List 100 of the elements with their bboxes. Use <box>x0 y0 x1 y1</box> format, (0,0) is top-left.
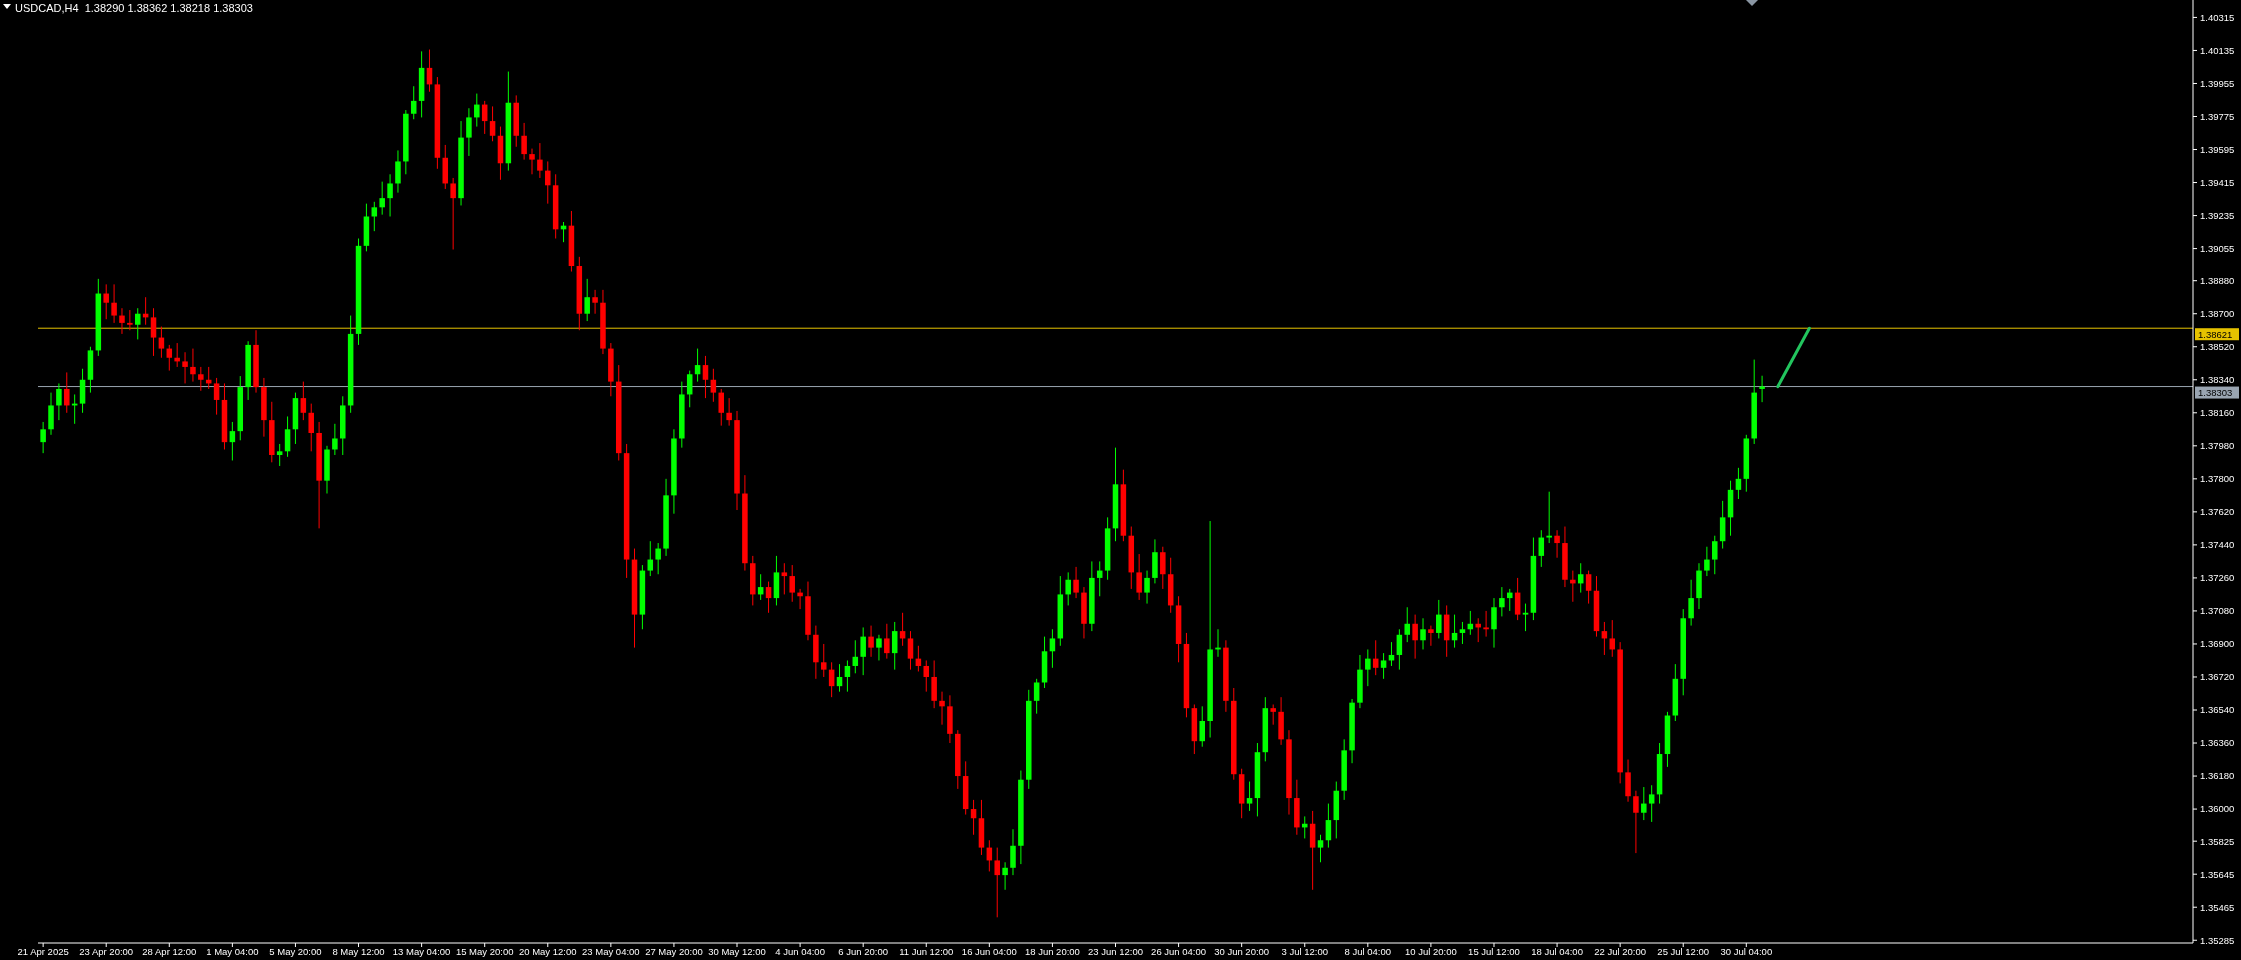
candlestick <box>276 443 283 467</box>
x-tick-label: 23 May 04:00 <box>582 946 640 957</box>
candlestick <box>1585 570 1592 605</box>
y-tick-label: 1.39955 <box>2200 77 2235 89</box>
candlestick <box>655 542 661 575</box>
chart-title: USDCAD,H4 1.38290 1.38362 1.38218 1.38303 <box>15 1 253 14</box>
candlestick <box>1365 648 1371 687</box>
y-tick-label: 1.37980 <box>2200 440 2235 452</box>
candlestick <box>868 625 874 658</box>
candlestick <box>379 181 385 216</box>
candlestick <box>300 381 307 421</box>
x-tick-label: 27 May 20:00 <box>645 946 703 957</box>
candlestick <box>797 588 803 610</box>
y-tick-label: 1.37080 <box>2200 605 2235 617</box>
candlestick <box>1522 603 1529 632</box>
candlestick <box>537 142 543 179</box>
x-tick-label: 30 May 12:00 <box>708 946 766 957</box>
candlestick <box>1546 491 1552 544</box>
y-tick-label: 1.36000 <box>2200 803 2235 815</box>
x-tick-label: 26 Jun 04:00 <box>1151 946 1207 957</box>
candlestick <box>64 371 70 414</box>
candlestick <box>1420 617 1426 650</box>
candlestick <box>726 397 732 427</box>
candlestick <box>1633 790 1639 854</box>
candlestick <box>545 160 551 205</box>
y-tick-label: 1.36180 <box>2200 770 2235 782</box>
x-tick-label: 23 Apr 20:00 <box>79 946 134 957</box>
x-tick-label: 30 Jul 04:00 <box>1720 946 1773 957</box>
candlestick <box>1625 759 1631 803</box>
y-tick-label: 1.35285 <box>2200 934 2235 946</box>
candlestick <box>931 659 937 709</box>
candlestick <box>1609 619 1616 658</box>
candlestick <box>529 148 535 175</box>
y-tick-label: 1.38160 <box>2200 407 2235 419</box>
candlestick <box>1704 546 1710 577</box>
candlestick <box>876 634 882 661</box>
x-tick-label: 4 Jun 04:00 <box>775 946 825 957</box>
y-tick-label: 1.38880 <box>2200 275 2235 287</box>
candlestick <box>1160 546 1166 590</box>
candlestick <box>718 388 724 427</box>
candlestick <box>1712 535 1718 575</box>
candlestick <box>150 307 157 357</box>
y-tick-label: 1.38520 <box>2200 341 2235 353</box>
candlestick <box>1049 628 1056 669</box>
candlestick <box>1491 597 1497 649</box>
candlestick <box>79 368 86 414</box>
candlestick <box>410 85 417 120</box>
candlestick <box>789 564 795 603</box>
x-tick-label: 15 May 20:00 <box>455 946 514 957</box>
candlestick <box>860 626 866 676</box>
candlestick <box>1719 500 1726 550</box>
candlestick <box>1404 606 1411 643</box>
candlestick <box>923 659 930 693</box>
candlestick <box>765 581 772 614</box>
candlestick <box>891 621 898 671</box>
candlestick <box>1759 375 1765 403</box>
candlestick <box>48 392 54 436</box>
candlestick <box>710 368 717 403</box>
candlestick <box>1412 614 1418 660</box>
y-tick-label: 1.37260 <box>2200 572 2235 584</box>
candlestick <box>332 423 338 456</box>
candlestick <box>119 307 125 335</box>
candlestick <box>907 630 914 671</box>
candlestick <box>198 366 204 392</box>
y-tick-label: 1.37620 <box>2200 506 2235 518</box>
y-tick-label: 1.37800 <box>2200 473 2235 485</box>
candlestick <box>474 93 480 128</box>
x-tick-label: 30 Jun 20:00 <box>1214 946 1270 957</box>
candlestick <box>1073 566 1079 599</box>
candlestick <box>1499 586 1505 617</box>
x-tick-label: 20 May 12:00 <box>518 946 577 957</box>
x-tick-label: 6 Jun 20:00 <box>838 946 888 957</box>
x-tick-label: 18 Jun 20:00 <box>1024 946 1080 957</box>
candlestick <box>521 122 527 161</box>
candlestick <box>1002 861 1008 891</box>
x-tick-label: 16 Jun 04:00 <box>961 946 1017 957</box>
candlestick <box>1301 815 1308 839</box>
y-tick-label: 1.39055 <box>2200 242 2235 254</box>
y-tick-label: 1.38700 <box>2200 308 2235 320</box>
candlestick <box>158 326 165 359</box>
y-tick-label: 1.35465 <box>2200 901 2235 913</box>
candlestick <box>1380 652 1387 680</box>
candlestick <box>1325 803 1332 849</box>
candlestick <box>884 623 890 660</box>
candlestick <box>1010 828 1016 876</box>
candlestick <box>1570 570 1576 603</box>
candlestick <box>1270 704 1276 726</box>
candlestick <box>1396 628 1403 671</box>
candlestick <box>308 403 314 452</box>
candlestick <box>134 307 141 340</box>
candlestick <box>1246 781 1253 812</box>
candlestick <box>489 105 496 142</box>
y-tick-label: 1.35825 <box>2200 835 2235 847</box>
y-tick-label: 1.40315 <box>2200 11 2235 23</box>
candlestick <box>592 289 598 315</box>
x-tick-label: 15 Jul 12:00 <box>1468 946 1520 957</box>
x-tick-label: 23 Jun 12:00 <box>1088 946 1143 957</box>
y-tick-label: 1.37440 <box>2200 539 2235 551</box>
candlestick <box>387 173 393 217</box>
candlestick <box>395 149 401 194</box>
